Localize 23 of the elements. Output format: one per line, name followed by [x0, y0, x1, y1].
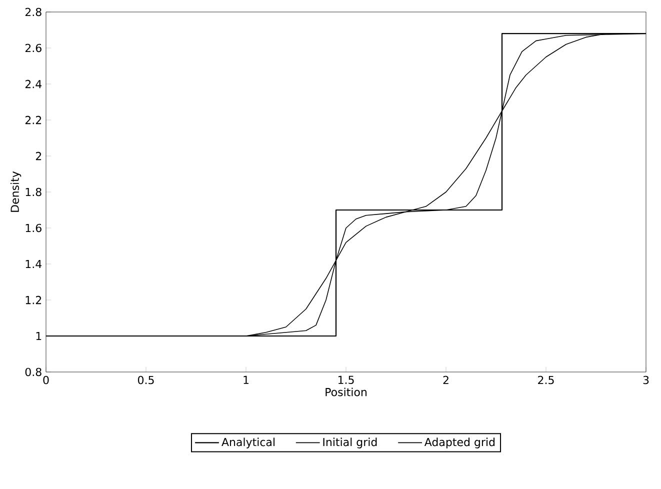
y-tick-label: 2.6: [25, 44, 42, 52]
x-tick-label: 3: [643, 376, 649, 384]
y-tick-label: 2: [36, 152, 42, 160]
x-tick-label: 0.5: [138, 376, 154, 384]
y-tick-label: 2.8: [25, 8, 42, 16]
x-tick-label: 1.5: [338, 376, 354, 384]
y-tick-label: 1.4: [26, 260, 42, 268]
legend-label: Adapted grid: [424, 438, 495, 448]
x-tick-label: 2: [443, 376, 448, 384]
y-tick-label: 1.6: [26, 224, 42, 232]
x-tick-label: 1: [244, 376, 248, 384]
legend-label: Initial grid: [323, 438, 377, 448]
y-tick-label: 2.4: [25, 80, 42, 88]
legend-label: Analytical: [222, 438, 274, 448]
x-axis-title: Position: [326, 388, 366, 396]
y-tick-label: 2.2: [25, 116, 42, 124]
y-tick-label: 0.8: [25, 368, 42, 376]
x-tick-label: 0: [43, 376, 49, 384]
y-tick-label: 1.2: [26, 296, 42, 304]
y-tick-label: 1: [36, 332, 42, 340]
y-axis-title: Density: [10, 171, 22, 212]
x-tick-label: 2.5: [538, 376, 554, 384]
y-tick-label: 1.8: [26, 188, 42, 196]
